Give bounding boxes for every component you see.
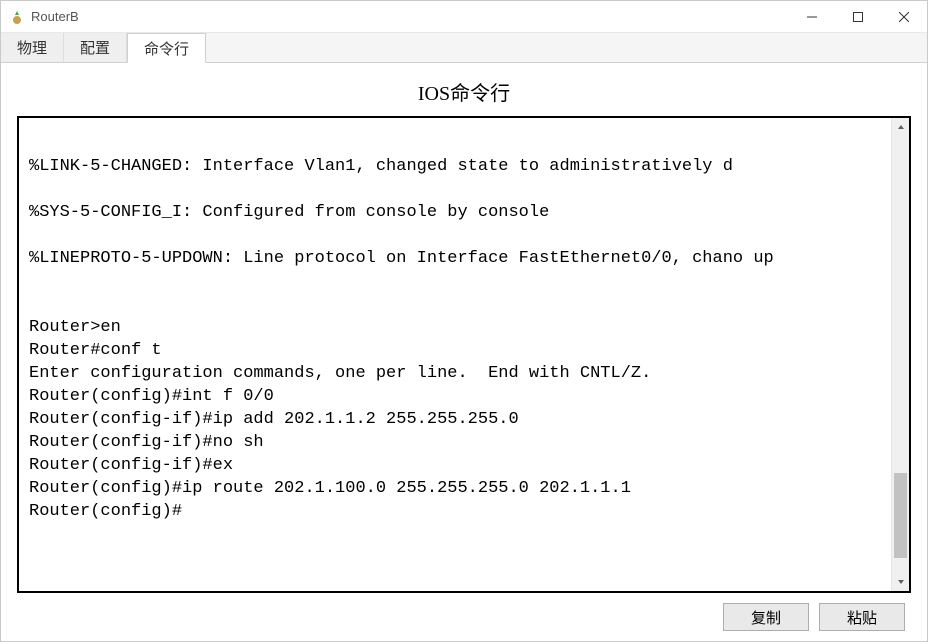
window-controls bbox=[789, 1, 927, 33]
paste-button[interactable]: 粘贴 bbox=[819, 603, 905, 631]
app-icon bbox=[9, 9, 25, 25]
app-window: RouterB 物理 配置 命令行 IOS命令行 %LINK-5-CHANGED… bbox=[0, 0, 928, 642]
scroll-thumb[interactable] bbox=[894, 473, 907, 558]
terminal-frame: %LINK-5-CHANGED: Interface Vlan1, change… bbox=[17, 116, 911, 593]
tab-physical[interactable]: 物理 bbox=[1, 33, 64, 62]
tab-config[interactable]: 配置 bbox=[64, 33, 127, 62]
minimize-button[interactable] bbox=[789, 1, 835, 33]
window-title: RouterB bbox=[31, 9, 79, 24]
cli-title: IOS命令行 bbox=[17, 77, 911, 106]
copy-button[interactable]: 复制 bbox=[723, 603, 809, 631]
scroll-up-arrow[interactable] bbox=[892, 118, 909, 136]
tab-cli[interactable]: 命令行 bbox=[127, 33, 206, 63]
close-button[interactable] bbox=[881, 1, 927, 33]
terminal-output[interactable]: %LINK-5-CHANGED: Interface Vlan1, change… bbox=[19, 118, 891, 591]
titlebar: RouterB bbox=[1, 1, 927, 33]
button-row: 复制 粘贴 bbox=[17, 603, 911, 631]
terminal-scrollbar[interactable] bbox=[891, 118, 909, 591]
scroll-down-arrow[interactable] bbox=[892, 573, 909, 591]
tabstrip: 物理 配置 命令行 bbox=[1, 33, 927, 63]
content-area: IOS命令行 %LINK-5-CHANGED: Interface Vlan1,… bbox=[1, 63, 927, 641]
maximize-button[interactable] bbox=[835, 1, 881, 33]
